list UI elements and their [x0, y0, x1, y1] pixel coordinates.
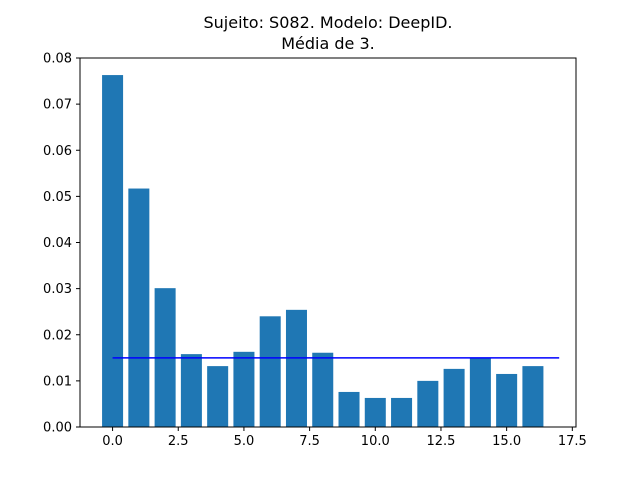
- x-tick-label-2: 5.0: [234, 434, 255, 449]
- bar-10: [364, 397, 386, 427]
- bar-11: [391, 397, 413, 427]
- bar-12: [417, 380, 439, 427]
- chart-title-line-2: Média de 3.: [281, 34, 375, 53]
- y-tick-label-7: 0.07: [43, 98, 72, 113]
- y-tick-label-2: 0.02: [43, 328, 72, 343]
- x-tick-label-5: 12.5: [426, 434, 455, 449]
- bar-6: [259, 316, 281, 427]
- bar-7: [285, 309, 307, 427]
- y-tick-label-0: 0.00: [43, 421, 72, 436]
- bar-13: [443, 368, 465, 427]
- bar-0: [102, 75, 124, 427]
- y-tick-label-4: 0.04: [43, 236, 72, 251]
- y-tick-label-5: 0.05: [43, 190, 72, 205]
- x-tick-label-7: 17.5: [558, 434, 587, 449]
- bar-8: [312, 352, 334, 427]
- y-tick-label-6: 0.06: [43, 144, 72, 159]
- bar-14: [469, 357, 491, 427]
- x-tick-label-3: 7.5: [299, 434, 320, 449]
- bars-group: [102, 75, 544, 427]
- x-tick-label-4: 10.0: [361, 434, 390, 449]
- x-tick-label-0: 0.0: [102, 434, 123, 449]
- bar-5: [233, 351, 255, 427]
- y-tick-label-3: 0.03: [43, 282, 72, 297]
- chart-title-line-1: Sujeito: S082. Modelo: DeepID.: [203, 13, 452, 32]
- y-tick-label-8: 0.08: [43, 52, 72, 67]
- bar-1: [128, 188, 150, 427]
- x-tick-label-6: 15.0: [492, 434, 521, 449]
- bar-16: [522, 366, 544, 427]
- bar-15: [496, 373, 518, 427]
- x-tick-label-1: 2.5: [168, 434, 189, 449]
- y-tick-label-1: 0.01: [43, 374, 72, 389]
- bar-9: [338, 391, 360, 427]
- bar-3: [180, 354, 202, 427]
- bar-4: [207, 366, 229, 427]
- axes-group: 0.0 2.5 5.0 7.5 10.0 12.5 15.0 17.5 0.00 0.01 0.02…: [43, 52, 587, 450]
